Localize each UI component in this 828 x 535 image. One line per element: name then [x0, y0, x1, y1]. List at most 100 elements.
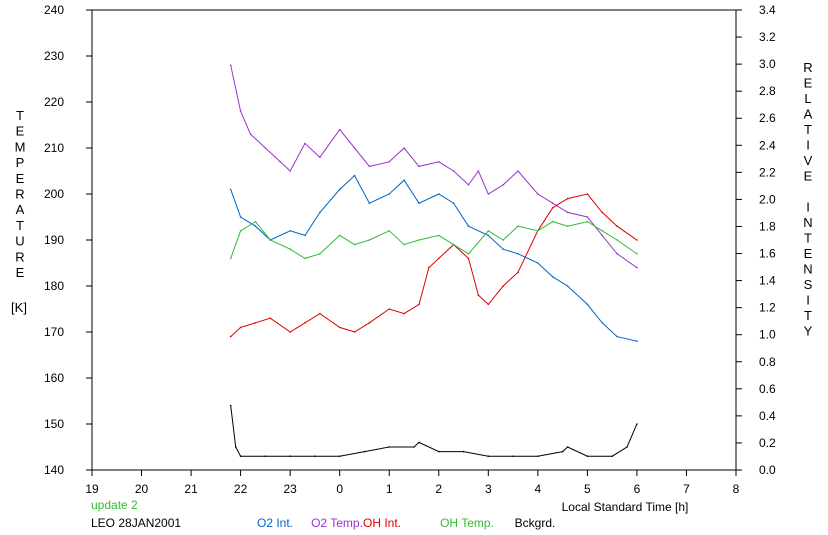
- data-point: [636, 423, 638, 425]
- data-point: [537, 230, 539, 232]
- y-left-tick-label: 230: [44, 49, 64, 63]
- x-tick-label: 2: [435, 482, 442, 496]
- y-left-tick-label: 170: [44, 325, 64, 339]
- data-point: [467, 225, 470, 227]
- data-point: [338, 128, 341, 131]
- data-point: [289, 248, 292, 250]
- axis-title-letter: E: [16, 124, 25, 139]
- data-point: [418, 165, 420, 168]
- data-point: [229, 64, 232, 66]
- data-point: [517, 170, 519, 172]
- y-left-tick-label: 180: [44, 279, 64, 293]
- data-point: [551, 220, 554, 223]
- data-point: [611, 455, 613, 458]
- data-point: [537, 193, 539, 195]
- y-right-tick-label: 2.6: [759, 111, 776, 125]
- x-tick-label: 20: [135, 482, 149, 496]
- data-point: [338, 234, 341, 237]
- data-point: [353, 147, 356, 149]
- data-point: [413, 446, 415, 448]
- x-tick-label: 19: [85, 482, 99, 496]
- data-point: [586, 193, 589, 195]
- x-tick-label: 21: [184, 482, 198, 496]
- y-right-tick-label: 0.4: [759, 409, 776, 423]
- y-left-tick-label: 150: [44, 417, 64, 431]
- x-axis-title: Local Standard Time [h]: [562, 500, 689, 514]
- x-tick-label: 23: [283, 482, 297, 496]
- x-tick-label: 5: [584, 482, 591, 496]
- left-axis-unit: [K]: [11, 300, 27, 315]
- data-point: [418, 303, 420, 306]
- x-tick-label: 6: [634, 482, 641, 496]
- y-left-tick-label: 140: [44, 463, 64, 477]
- x-tick-label: 0: [336, 482, 343, 496]
- plot-frame: [91, 9, 737, 471]
- data-point: [388, 193, 391, 195]
- data-point: [487, 303, 490, 306]
- data-point: [438, 193, 440, 195]
- y-right-tick-label: 2.0: [759, 192, 776, 206]
- y-right-tick-label: 3.2: [759, 30, 776, 44]
- data-point: [586, 220, 589, 223]
- data-point: [403, 179, 405, 181]
- data-point: [566, 285, 569, 287]
- y-ticks-right: 0.0 0.2 0.4 0.6 0.8 1.0 1.2 1.4 1.6 1.8 2.0 2.2 2.4 2…: [736, 3, 776, 477]
- x-tick-label: 22: [234, 482, 248, 496]
- y-right-tick-label: 3.0: [759, 57, 776, 71]
- data-point: [452, 202, 455, 204]
- data-point: [388, 230, 391, 232]
- data-point: [264, 147, 267, 149]
- data-point: [537, 455, 539, 458]
- data-point: [462, 450, 465, 453]
- data-point: [234, 446, 237, 448]
- data-point: [368, 202, 371, 204]
- y-right-tick-label: 1.0: [759, 328, 776, 342]
- y-left-tick-label: 210: [44, 141, 64, 155]
- data-point: [487, 234, 490, 237]
- data-point: [229, 188, 232, 191]
- axis-title-letter: E: [804, 246, 813, 261]
- y-right-tick-label: 1.8: [759, 219, 776, 233]
- data-point: [418, 202, 420, 204]
- data-point: [319, 253, 321, 255]
- data-point: [338, 455, 341, 458]
- axis-title-letter: I: [806, 138, 810, 153]
- axis-title-letter: L: [804, 91, 811, 106]
- series-group: [229, 64, 638, 458]
- y-right-tick-label: 0.6: [759, 382, 776, 396]
- legend-entry: O2 Temp.: [311, 516, 363, 530]
- data-point: [502, 239, 505, 241]
- update-note: update 2: [91, 498, 138, 512]
- data-point: [616, 239, 618, 241]
- data-point: [269, 239, 272, 241]
- series-path: [230, 405, 638, 457]
- data-point: [561, 450, 564, 453]
- legend: O2 Int. O2 Temp. OH Int. OH Temp. Bckgrd.: [257, 516, 555, 530]
- data-point: [289, 170, 292, 172]
- y-left-tick-label: 190: [44, 233, 64, 247]
- series-line: [229, 404, 638, 458]
- data-point: [229, 257, 232, 260]
- axis-title-letter: Y: [804, 324, 813, 339]
- data-point: [512, 455, 514, 458]
- data-point: [586, 303, 589, 306]
- y-left-tick-label: 220: [44, 95, 64, 109]
- data-point: [438, 234, 440, 237]
- axis-title-letter: R: [15, 187, 24, 202]
- axis-title-letter: N: [803, 215, 812, 230]
- data-point: [368, 239, 371, 241]
- axis-title-letter: V: [804, 153, 813, 168]
- data-point: [353, 174, 356, 177]
- data-point: [636, 340, 638, 343]
- data-point: [304, 234, 306, 237]
- x-ticks: 19 20 21 22 23 0 1 2 3 4 5 6 7 8: [85, 470, 740, 496]
- axis-title-letter: E: [804, 76, 813, 91]
- legend-entry: OH Int.: [363, 516, 401, 530]
- axis-title-letter: A: [804, 107, 813, 122]
- data-point: [626, 446, 628, 448]
- axis-title-letter: M: [15, 139, 26, 154]
- data-point: [467, 257, 470, 260]
- data-point: [229, 335, 232, 338]
- data-point: [487, 455, 490, 458]
